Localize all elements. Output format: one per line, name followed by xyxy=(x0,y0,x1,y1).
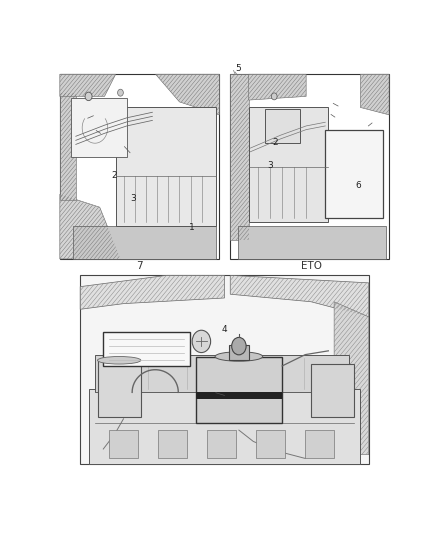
Polygon shape xyxy=(334,302,369,455)
Text: 2: 2 xyxy=(272,138,278,147)
Bar xyxy=(207,430,236,458)
Text: 6: 6 xyxy=(356,181,361,190)
Bar xyxy=(103,332,190,366)
Bar xyxy=(229,345,249,360)
Text: ETO: ETO xyxy=(300,261,321,271)
Text: 1: 1 xyxy=(189,223,195,232)
Bar xyxy=(230,74,389,259)
Bar xyxy=(196,392,282,399)
Text: 2: 2 xyxy=(111,171,117,180)
Bar xyxy=(60,74,219,259)
Circle shape xyxy=(272,93,277,100)
Polygon shape xyxy=(60,74,116,96)
Polygon shape xyxy=(73,225,216,259)
Bar xyxy=(325,130,383,219)
Bar xyxy=(158,430,187,458)
Polygon shape xyxy=(116,108,216,225)
Polygon shape xyxy=(237,225,386,259)
Text: 4: 4 xyxy=(222,326,227,334)
Text: 3: 3 xyxy=(268,161,273,170)
Polygon shape xyxy=(360,74,389,115)
Polygon shape xyxy=(60,194,120,259)
Text: 3: 3 xyxy=(130,193,136,203)
Text: 5: 5 xyxy=(235,64,241,74)
Bar xyxy=(71,98,127,157)
Bar xyxy=(80,276,369,464)
Bar xyxy=(311,364,354,417)
Circle shape xyxy=(117,89,124,96)
Polygon shape xyxy=(80,276,224,309)
Bar xyxy=(256,430,285,458)
Polygon shape xyxy=(249,108,328,222)
Text: 7: 7 xyxy=(136,261,143,271)
Circle shape xyxy=(232,337,246,355)
Polygon shape xyxy=(230,276,369,317)
Bar xyxy=(98,360,141,417)
Polygon shape xyxy=(60,93,76,200)
Ellipse shape xyxy=(98,357,141,364)
Polygon shape xyxy=(230,74,249,240)
Circle shape xyxy=(192,330,211,352)
Bar xyxy=(109,430,138,458)
Ellipse shape xyxy=(215,352,263,361)
Bar xyxy=(95,354,349,392)
Bar xyxy=(265,109,300,142)
Bar xyxy=(305,430,334,458)
Polygon shape xyxy=(155,74,219,115)
Polygon shape xyxy=(249,74,306,100)
Bar xyxy=(196,357,282,423)
Bar xyxy=(89,389,360,464)
Circle shape xyxy=(85,92,92,101)
